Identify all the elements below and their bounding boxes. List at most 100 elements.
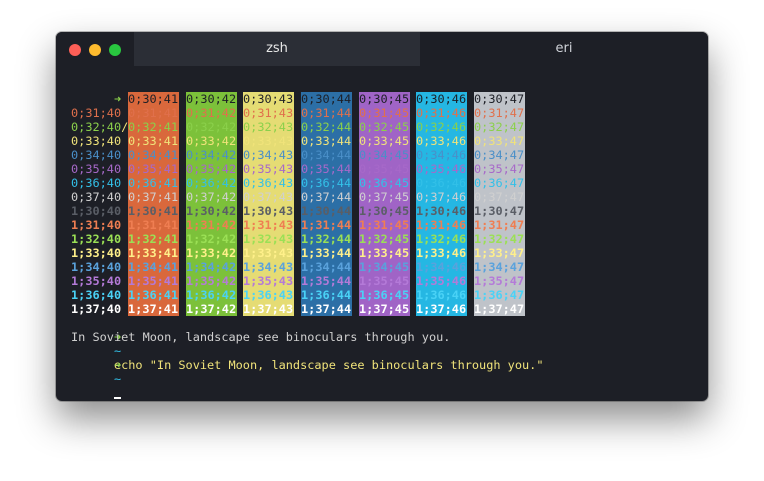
color-sample: 0;31;42: [186, 106, 237, 120]
color-sample: 1;30;43: [243, 204, 294, 218]
color-sample: 1;32;46: [416, 232, 467, 246]
color-sample: 0;33;47: [474, 134, 525, 148]
minimize-window-button[interactable]: [89, 44, 101, 56]
prompt-arrow: ➜: [113, 358, 122, 372]
color-sample: 1;35;47: [474, 274, 525, 288]
color-sample: 0;35;45: [359, 162, 410, 176]
color-sample: 1;37;40: [71, 302, 122, 316]
color-sample: 1;31;41: [128, 218, 179, 232]
color-sample: 1;33;42: [186, 246, 237, 260]
color-sample: 1;35;42: [186, 274, 237, 288]
color-sample: 1;37;41: [128, 302, 179, 316]
color-sample: 0;32;44: [301, 120, 352, 134]
color-sample: 0;37;47: [474, 190, 525, 204]
color-sample: 0;31;41: [128, 106, 179, 120]
color-sample: 1;30;42: [186, 204, 237, 218]
color-sample: 1;34;47: [474, 260, 525, 274]
color-sample: 0;30;44: [301, 92, 352, 106]
color-sample: 1;31;46: [416, 218, 467, 232]
color-sample: 1;33;44: [301, 246, 352, 260]
color-sample: 0;36;43: [243, 176, 294, 190]
color-sample: 0;30;46: [416, 92, 467, 106]
color-sample: 0;30;45: [359, 92, 410, 106]
command-line: ➜ ~ echo "In Soviet Moon, landscape see …: [71, 316, 544, 372]
color-sample: 0;33;41: [128, 134, 179, 148]
color-sample: 0;34;45: [359, 148, 410, 162]
color-sample: 0;32;41: [128, 120, 179, 134]
color-sample: 0;37;40: [71, 190, 122, 204]
color-sample: 1;37;43: [243, 302, 294, 316]
color-sample: 0;34;43: [243, 148, 294, 162]
color-sample: 0;31;46: [416, 106, 467, 120]
color-sample: 1;36;44: [301, 288, 352, 302]
color-sample: 0;32;42: [186, 120, 237, 134]
color-sample: 0;37;45: [359, 190, 410, 204]
color-sample: 0;35;41: [128, 162, 179, 176]
color-sample: 1;34;42: [186, 260, 237, 274]
tab-eri[interactable]: eri: [555, 41, 573, 56]
color-sample: 1;30;40: [71, 204, 122, 218]
color-sample: 0;35;42: [186, 162, 237, 176]
color-sample: 0;30;41: [128, 92, 179, 106]
color-sample: 1;36;43: [243, 288, 294, 302]
color-sample: 1;36;47: [474, 288, 525, 302]
color-sample: 1;35;41: [128, 274, 179, 288]
color-sample: 1;31;40: [71, 218, 122, 232]
prompt-dir: ~: [113, 344, 122, 358]
color-sample: 1;35;40: [71, 274, 122, 288]
color-sample: 0;31;40: [71, 106, 122, 120]
color-sample: 0;33;46: [416, 134, 467, 148]
color-sample: 1;30;45: [359, 204, 410, 218]
color-sample: 1;36;45: [359, 288, 410, 302]
color-sample: 1;34;41: [128, 260, 179, 274]
color-sample: 0;31;44: [301, 106, 352, 120]
color-sample: 0;32;43: [243, 120, 294, 134]
color-sample: 1;36;46: [416, 288, 467, 302]
color-sample: 0;37;46: [416, 190, 467, 204]
color-sample: 0;36;46: [416, 176, 467, 190]
color-sample: 1;36;40: [71, 288, 122, 302]
color-sample: 1;33;43: [243, 246, 294, 260]
prompt-arrow: ➜: [113, 330, 122, 344]
color-sample: 0;34;40: [71, 148, 122, 162]
text-cursor: [113, 397, 121, 399]
color-sample: 0;31;43: [243, 106, 294, 120]
color-sample: 1;30;46: [416, 204, 467, 218]
color-sample: 0;33;44: [301, 134, 352, 148]
color-sample: 0;32;40: [71, 120, 122, 134]
color-sample: 0;33;40: [71, 134, 122, 148]
color-sample: 1;33;41: [128, 246, 179, 260]
color-sample: 1;33;47: [474, 246, 525, 260]
color-sample: 1;34;40: [71, 260, 122, 274]
color-sample: 1;35;46: [416, 274, 467, 288]
color-sample: 1;35;43: [243, 274, 294, 288]
color-sample: 0;33;45: [359, 134, 410, 148]
tab-zsh[interactable]: zsh: [134, 32, 420, 66]
command-line[interactable]: ➜ ~: [71, 344, 121, 399]
color-sample: 0;36;45: [359, 176, 410, 190]
color-sample: 1;35;45: [359, 274, 410, 288]
color-sample: 0;36;40: [71, 176, 122, 190]
color-sample: 1;33;46: [416, 246, 467, 260]
color-sample: 0;34;41: [128, 148, 179, 162]
color-sample: 0;32;47: [474, 120, 525, 134]
color-sample: 1;37;45: [359, 302, 410, 316]
color-sample: 0;37;43: [243, 190, 294, 204]
close-window-button[interactable]: [69, 44, 81, 56]
color-sample: 1;37;46: [416, 302, 467, 316]
maximize-window-button[interactable]: [109, 44, 121, 56]
color-sample: 0;32;45: [359, 120, 410, 134]
color-sample: 0;34;44: [301, 148, 352, 162]
color-sample: 1;31;42: [186, 218, 237, 232]
color-sample: 1;31;45: [359, 218, 410, 232]
color-sample: 1;36;42: [186, 288, 237, 302]
command-line: ➜ ~ ./colors: [71, 78, 171, 134]
color-sample: 0;34;42: [186, 148, 237, 162]
color-sample: 0;37;41: [128, 190, 179, 204]
command-output: In Soviet Moon, landscape see binoculars…: [71, 330, 451, 344]
color-sample: 0;35;44: [301, 162, 352, 176]
command-text: echo "In Soviet Moon, landscape see bino…: [113, 358, 544, 372]
terminal-window: zsh eri ➜ ~ ./colors 0;30;41 0;30;42 0;30;…: [56, 32, 708, 401]
color-sample: 0;34;46: [416, 148, 467, 162]
color-sample: 0;33;43: [243, 134, 294, 148]
